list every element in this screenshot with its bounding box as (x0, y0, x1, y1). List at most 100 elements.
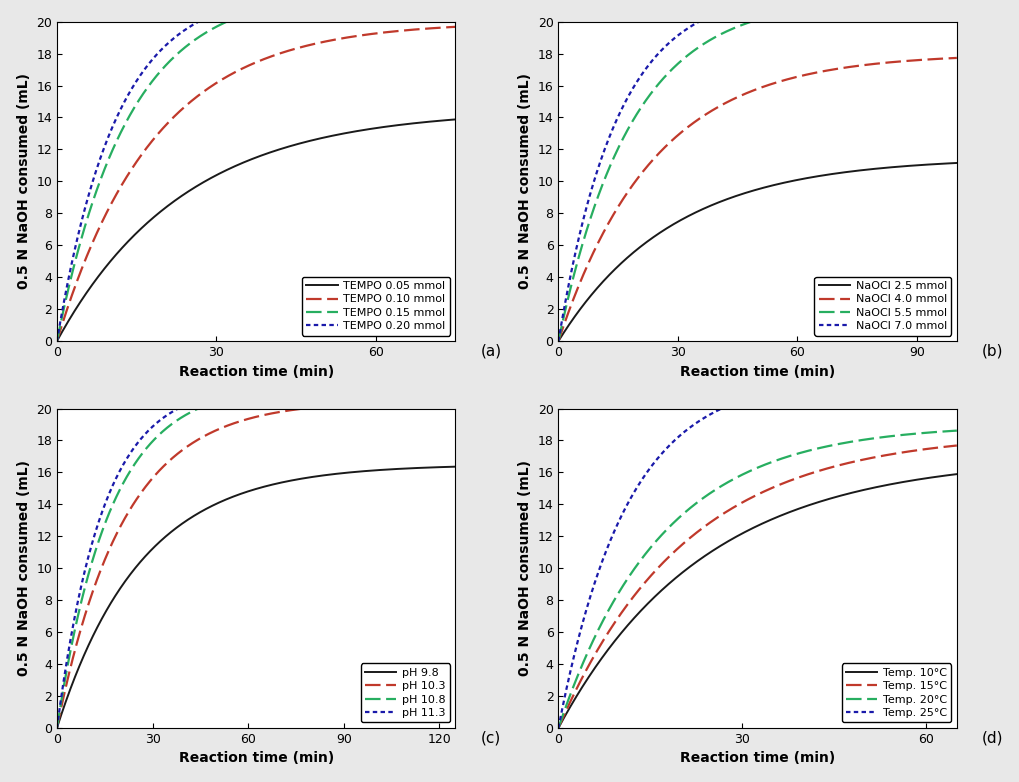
Temp. 20°C (576, 658, 588, 668)
Line: TEMPO 0.10 mmol: TEMPO 0.10 mmol (57, 27, 454, 341)
Temp. 25°C (551, 723, 564, 733)
pH 9.8 (292, 475, 305, 484)
X-axis label: Reaction time (min): Reaction time (min) (680, 364, 835, 378)
TEMPO 0.15 mmol (51, 336, 63, 346)
pH 11.3 (292, 382, 305, 391)
Temp. 10°C (551, 723, 564, 733)
NaOCl 2.5 mmol (805, 173, 817, 182)
Line: pH 10.8: pH 10.8 (57, 385, 454, 728)
NaOCl 4.0 mmol (950, 53, 962, 63)
NaOCl 5.5 mmol (805, 3, 817, 13)
pH 11.3 (282, 382, 294, 391)
TEMPO 0.05 mmol (292, 139, 305, 149)
Temp. 25°C (794, 382, 806, 391)
NaOCl 5.5 mmol (895, 0, 907, 5)
Temp. 20°C (950, 426, 962, 436)
Temp. 20°C (794, 448, 806, 457)
Temp. 15°C (794, 472, 806, 482)
NaOCl 4.0 mmol (854, 61, 866, 70)
TEMPO 0.05 mmol (75, 296, 88, 305)
Legend: TEMPO 0.05 mmol, TEMPO 0.10 mmol, TEMPO 0.15 mmol, TEMPO 0.20 mmol: TEMPO 0.05 mmol, TEMPO 0.10 mmol, TEMPO … (302, 277, 449, 335)
Legend: NaOCl 2.5 mmol, NaOCl 4.0 mmol, NaOCl 5.5 mmol, NaOCl 7.0 mmol: NaOCl 2.5 mmol, NaOCl 4.0 mmol, NaOCl 5.… (814, 277, 951, 335)
Temp. 25°C (805, 380, 817, 389)
TEMPO 0.10 mmol (305, 40, 317, 49)
pH 10.3 (305, 403, 317, 412)
TEMPO 0.05 mmol (305, 136, 317, 145)
Temp. 25°C (783, 384, 795, 393)
NaOCl 4.0 mmol (576, 271, 588, 281)
NaOCl 5.5 mmol (576, 238, 588, 247)
Line: Temp. 15°C: Temp. 15°C (557, 446, 956, 728)
Temp. 10°C (783, 508, 795, 517)
NaOCl 2.5 mmol (783, 177, 795, 186)
pH 10.8 (393, 380, 406, 389)
Y-axis label: 0.5 N NaOH consumed (mL): 0.5 N NaOH consumed (mL) (16, 461, 31, 676)
pH 9.8 (51, 723, 63, 733)
pH 9.8 (393, 464, 406, 473)
Temp. 20°C (854, 436, 866, 445)
pH 9.8 (282, 476, 294, 486)
pH 11.3 (448, 380, 461, 389)
Line: Temp. 25°C: Temp. 25°C (557, 378, 956, 728)
pH 10.8 (51, 723, 63, 733)
NaOCl 4.0 mmol (805, 69, 817, 78)
NaOCl 7.0 mmol (576, 217, 588, 226)
Temp. 10°C (794, 504, 806, 513)
TEMPO 0.20 mmol (51, 336, 63, 346)
Temp. 15°C (551, 723, 564, 733)
TEMPO 0.15 mmol (292, 0, 305, 6)
TEMPO 0.20 mmol (75, 217, 88, 227)
TEMPO 0.10 mmol (353, 31, 365, 41)
Y-axis label: 0.5 N NaOH consumed (mL): 0.5 N NaOH consumed (mL) (518, 461, 532, 676)
NaOCl 5.5 mmol (783, 7, 795, 16)
Y-axis label: 0.5 N NaOH consumed (mL): 0.5 N NaOH consumed (mL) (518, 74, 532, 289)
NaOCl 2.5 mmol (794, 174, 806, 184)
Temp. 15°C (854, 455, 866, 465)
pH 10.3 (282, 406, 294, 415)
TEMPO 0.15 mmol (75, 234, 88, 243)
Line: pH 9.8: pH 9.8 (57, 467, 454, 728)
Legend: pH 9.8, pH 10.3, pH 10.8, pH 11.3: pH 9.8, pH 10.3, pH 10.8, pH 11.3 (361, 663, 449, 723)
Line: TEMPO 0.05 mmol: TEMPO 0.05 mmol (57, 120, 454, 341)
pH 9.8 (353, 467, 365, 476)
pH 10.3 (393, 398, 406, 407)
pH 9.8 (305, 472, 317, 482)
Line: NaOCl 5.5 mmol: NaOCl 5.5 mmol (557, 0, 956, 341)
pH 11.3 (75, 580, 88, 590)
TEMPO 0.05 mmol (448, 115, 461, 124)
Text: (a): (a) (480, 344, 501, 359)
Temp. 25°C (950, 373, 962, 382)
Temp. 25°C (576, 617, 588, 626)
TEMPO 0.15 mmol (282, 0, 294, 8)
Temp. 15°C (783, 476, 795, 486)
TEMPO 0.05 mmol (51, 336, 63, 346)
Line: TEMPO 0.20 mmol: TEMPO 0.20 mmol (57, 0, 454, 341)
pH 10.8 (305, 382, 317, 392)
pH 10.3 (292, 404, 305, 414)
Temp. 10°C (805, 500, 817, 509)
Temp. 20°C (551, 723, 564, 733)
Temp. 20°C (895, 430, 907, 439)
pH 10.8 (282, 384, 294, 393)
Line: Temp. 10°C: Temp. 10°C (557, 474, 956, 728)
Temp. 10°C (950, 469, 962, 479)
Temp. 10°C (854, 486, 866, 495)
TEMPO 0.10 mmol (51, 336, 63, 346)
NaOCl 5.5 mmol (854, 0, 866, 8)
Line: Temp. 20°C: Temp. 20°C (557, 431, 956, 728)
X-axis label: Reaction time (min): Reaction time (min) (178, 752, 333, 766)
TEMPO 0.10 mmol (292, 43, 305, 52)
Line: TEMPO 0.15 mmol: TEMPO 0.15 mmol (57, 0, 454, 341)
Line: pH 11.3: pH 11.3 (57, 385, 454, 728)
pH 10.3 (353, 400, 365, 409)
NaOCl 7.0 mmol (783, 0, 795, 2)
X-axis label: Reaction time (min): Reaction time (min) (178, 364, 333, 378)
NaOCl 2.5 mmol (576, 301, 588, 310)
pH 10.8 (292, 383, 305, 393)
Temp. 25°C (895, 374, 907, 383)
pH 9.8 (448, 462, 461, 472)
NaOCl 5.5 mmol (950, 0, 962, 4)
Text: (d): (d) (981, 730, 1003, 746)
NaOCl 4.0 mmol (895, 56, 907, 66)
Text: (c): (c) (480, 730, 500, 746)
